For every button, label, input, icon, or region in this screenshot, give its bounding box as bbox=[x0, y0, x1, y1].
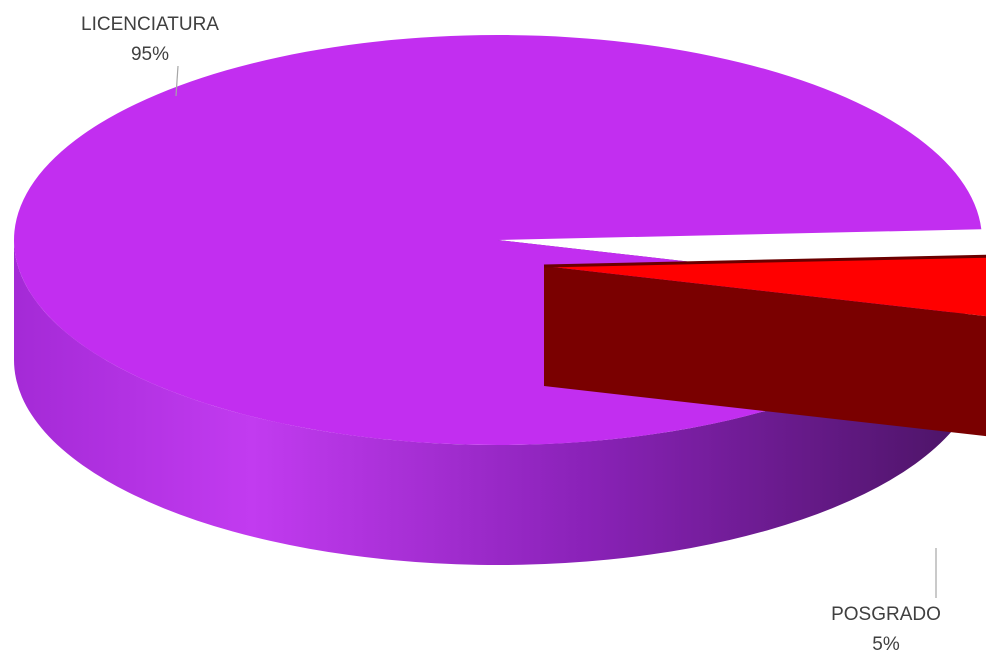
slice-edge-posgrado bbox=[543, 254, 986, 268]
data-label-percent-posgrado: 5% bbox=[872, 634, 900, 655]
data-label-percent-licenciatura: 95% bbox=[131, 44, 169, 65]
data-label-category-licenciatura: LICENCIATURA bbox=[81, 14, 219, 35]
leader-line-licenciatura bbox=[175, 65, 179, 97]
slice-side-licenciatura bbox=[14, 240, 966, 565]
slice-posgrado bbox=[544, 256, 986, 317]
slice-cut-face-posgrado bbox=[544, 266, 986, 437]
data-label-category-posgrado: POSGRADO bbox=[831, 604, 941, 625]
